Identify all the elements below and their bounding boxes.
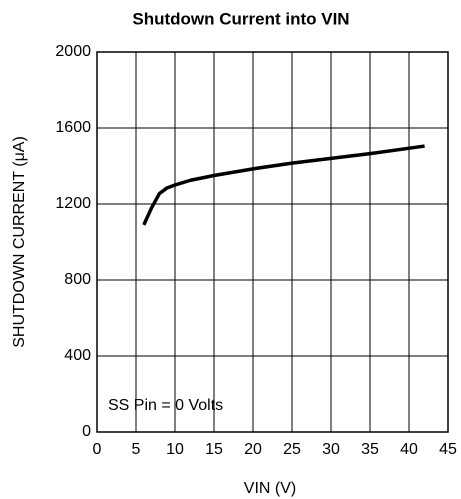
x-tick-label: 10: [166, 441, 184, 458]
plot-frame: [96, 51, 449, 433]
annotation: SS Pin = 0 Volts: [108, 397, 223, 414]
x-tick-label: 5: [132, 441, 141, 458]
y-axis-label: SHUTDOWN CURRENT (μA): [11, 136, 28, 348]
x-tick-label: 35: [361, 441, 379, 458]
x-axis-label: VIN (V): [244, 480, 296, 497]
y-tick-label: 1600: [55, 119, 91, 136]
y-tick-label: 400: [64, 347, 91, 364]
x-tick-label: 15: [205, 441, 223, 458]
x-tick-label: 25: [283, 441, 301, 458]
chart-title: Shutdown Current into VIN: [132, 9, 349, 28]
x-tick-label: 20: [244, 441, 262, 458]
y-tick-label: 800: [64, 271, 91, 288]
x-tick-label: 40: [400, 441, 418, 458]
y-tick-label: 0: [82, 423, 91, 440]
x-tick-label: 30: [322, 441, 340, 458]
data-line: [142, 144, 425, 226]
y-tick-label: 2000: [55, 43, 91, 60]
x-tick-label: 45: [439, 441, 457, 458]
x-tick-label: 0: [93, 441, 102, 458]
y-tick-label: 1200: [55, 195, 91, 212]
